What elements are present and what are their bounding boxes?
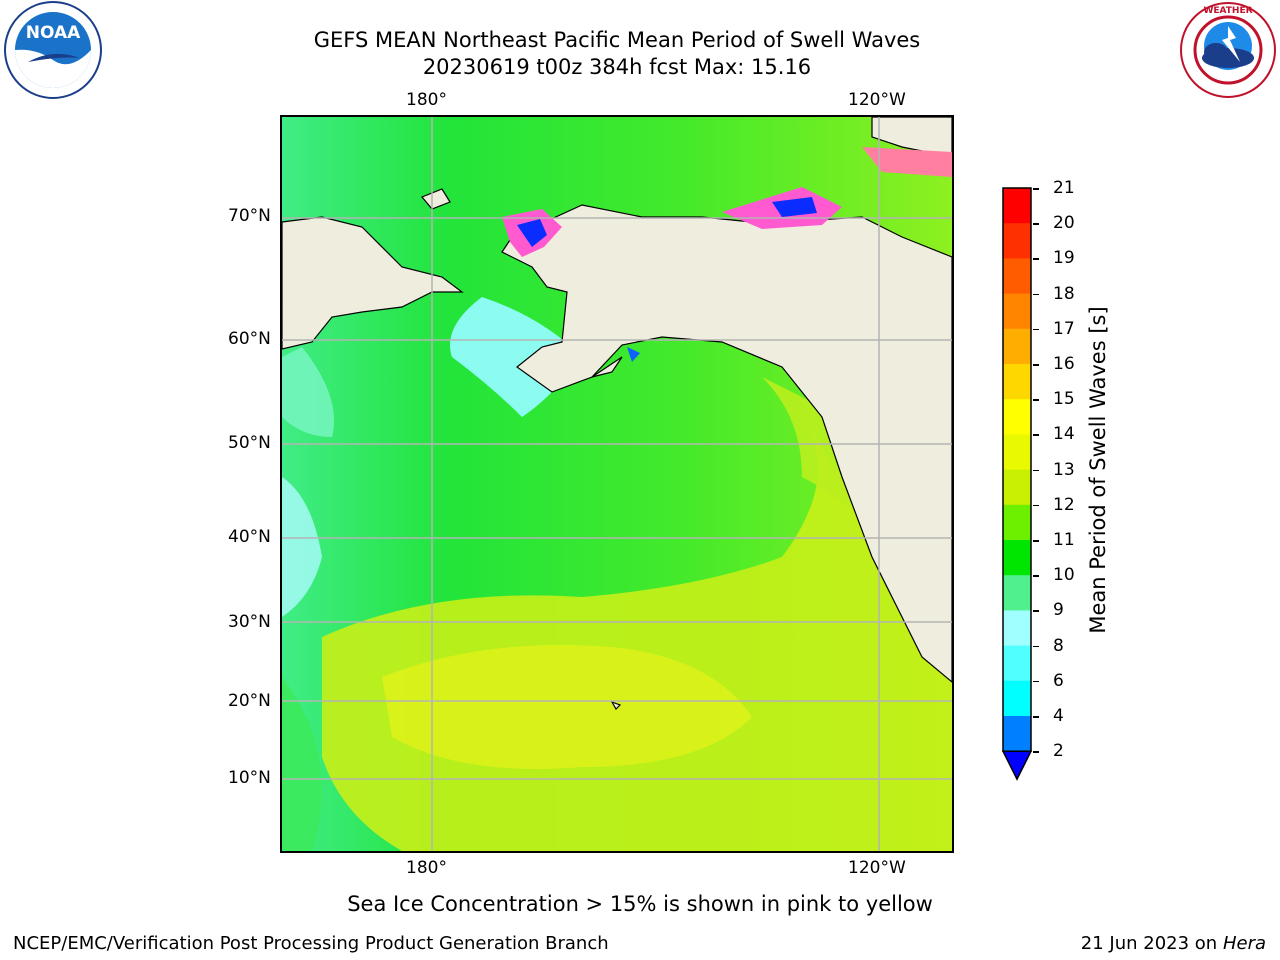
- graticule: [282, 117, 952, 851]
- colorbar-segment: [1003, 716, 1031, 752]
- colorbar: [1001, 187, 1033, 781]
- colorbar-tick-mark: [1033, 540, 1039, 542]
- colorbar-segment: [1003, 364, 1031, 400]
- colorbar-tick-mark: [1033, 751, 1039, 753]
- colorbar-tick-mark: [1033, 680, 1039, 683]
- colorbar-tick-mark: [1033, 575, 1039, 577]
- footer-date-text: 21 Jun 2023 on: [1080, 933, 1218, 954]
- colorbar-tick-mark: [1033, 364, 1039, 366]
- colorbar-segment: [1003, 258, 1031, 295]
- colorbar-extend-triangle: [1001, 750, 1033, 781]
- colorbar-segment: [1003, 328, 1031, 365]
- lon-label-bottom-120w: 120°W: [848, 858, 906, 878]
- colorbar-tick-mark: [1033, 504, 1039, 507]
- noaa-logo: NOAA: [4, 1, 102, 99]
- colorbar-label: Mean Period of Swell Waves [s]: [1086, 306, 1110, 634]
- lat-label-20n: 20°N: [228, 691, 271, 711]
- colorbar-segment: [1003, 504, 1031, 541]
- colorbar-tick-label: 16: [1053, 354, 1075, 374]
- footer-date: 21 Jun 2023 on Hera: [1081, 933, 1266, 954]
- lat-label-10n: 10°N: [228, 768, 271, 788]
- colorbar-segment: [1003, 188, 1031, 224]
- lat-label-60n: 60°N: [228, 329, 271, 349]
- svg-text:NOAA: NOAA: [26, 23, 81, 43]
- svg-text:WEATHER: WEATHER: [1203, 6, 1252, 16]
- colorbar-tick-label: 15: [1053, 389, 1075, 410]
- colorbar-tick-label: 10: [1053, 565, 1075, 586]
- colorbar-tick-mark: [1033, 610, 1039, 612]
- footer-credit: NCEP/EMC/Verification Post Processing Pr…: [13, 933, 609, 954]
- colorbar-tick-label: 2: [1053, 741, 1064, 762]
- chart-title: GEFS MEAN Northeast Pacific Mean Period …: [313, 28, 921, 52]
- colorbar-outline: [1002, 187, 1032, 752]
- lon-label-top-180: 180°: [406, 90, 447, 110]
- lat-label-30n: 30°N: [228, 612, 271, 632]
- lon-label-bottom-180: 180°: [406, 858, 447, 878]
- lat-label-70n: 70°N: [228, 206, 271, 226]
- colorbar-segment: [1003, 223, 1031, 259]
- sea-ice-arctic: [862, 147, 952, 177]
- colorbar-segment: [1003, 293, 1031, 330]
- lat-label-40n: 40°N: [228, 527, 271, 547]
- colorbar-tick-mark: [1033, 188, 1039, 190]
- colorbar-segment: [1003, 575, 1031, 611]
- land-masses: [282, 117, 952, 710]
- colorbar-tick-label: 4: [1053, 706, 1064, 726]
- colorbar-segment: [1003, 434, 1031, 471]
- colorbar-tick-mark: [1033, 293, 1039, 296]
- colorbar-tick-label: 11: [1053, 530, 1075, 550]
- colorbar-segment: [1003, 399, 1031, 435]
- footer-host: Hera: [1222, 933, 1266, 954]
- colorbar-tick-label: 19: [1053, 248, 1075, 269]
- nws-logo: WEATHER: [1180, 2, 1276, 98]
- colorbar-tick-label: 12: [1053, 494, 1075, 515]
- lat-label-50n: 50°N: [228, 433, 271, 453]
- colorbar-tick-mark: [1033, 716, 1039, 718]
- colorbar-tick-label: 17: [1053, 318, 1075, 339]
- colorbar-tick-mark: [1033, 399, 1039, 401]
- colorbar-tick-label: 21: [1053, 178, 1075, 198]
- colorbar-segment: [1003, 680, 1031, 717]
- colorbar-tick-label: 9: [1053, 600, 1064, 621]
- colorbar-tick-label: 20: [1053, 213, 1075, 234]
- colorbar-segment: [1003, 540, 1031, 576]
- colorbar-tick-mark: [1033, 328, 1039, 331]
- sea-ice-note: Sea Ice Concentration > 15% is shown in …: [347, 892, 933, 916]
- colorbar-tick-label: 18: [1053, 283, 1075, 304]
- colorbar-segment: [1003, 645, 1031, 682]
- colorbar-tick-label: 14: [1053, 424, 1075, 445]
- colorbar-tick-mark: [1033, 645, 1039, 648]
- colorbar-tick-label: 6: [1053, 670, 1064, 691]
- colorbar-tick-mark: [1033, 258, 1039, 260]
- chart-subtitle: 20230619 t00z 384h fcst Max: 15.16: [422, 55, 812, 79]
- colorbar-tick-mark: [1033, 469, 1039, 472]
- colorbar-tick-mark: [1033, 223, 1039, 225]
- map-panel: [280, 115, 954, 853]
- peak-period-region: [382, 645, 752, 769]
- colorbar-segment: [1003, 610, 1031, 647]
- colorbar-tick-label: 13: [1053, 459, 1075, 480]
- colorbar-tick-mark: [1033, 434, 1039, 436]
- colorbar-tick-label: 8: [1053, 635, 1064, 656]
- map-canvas: [282, 117, 952, 851]
- colorbar-segment: [1003, 469, 1031, 506]
- lon-label-top-120w: 120°W: [848, 90, 906, 110]
